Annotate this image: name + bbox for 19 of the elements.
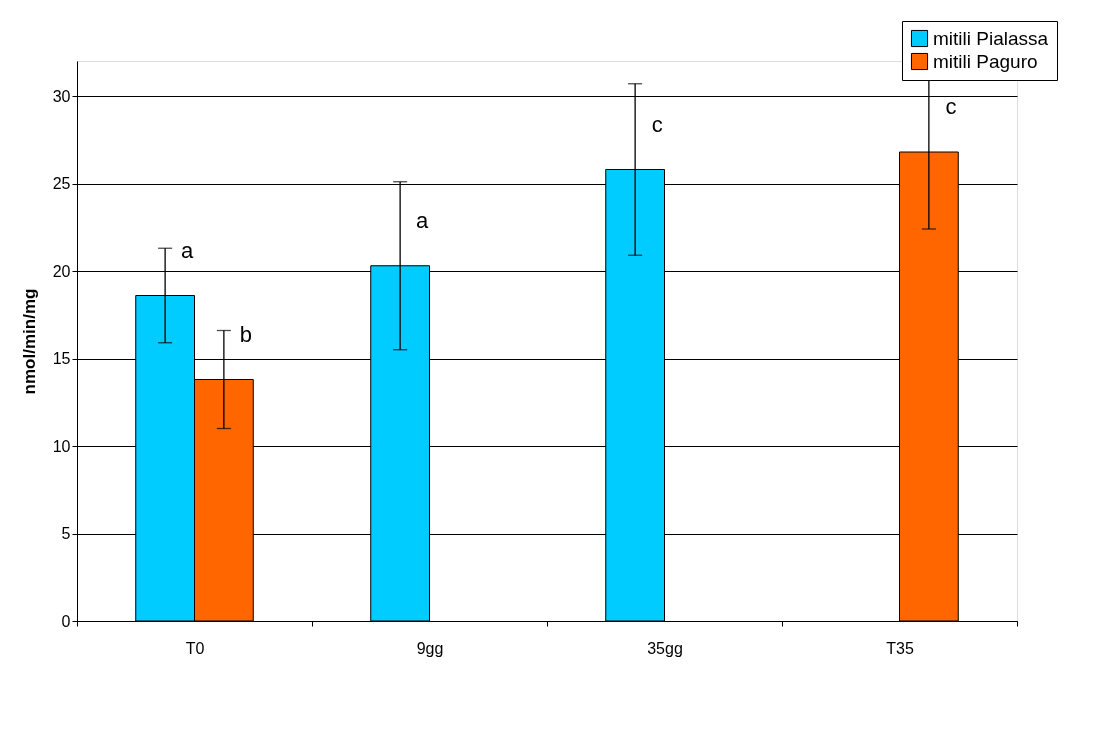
y-axis-title: nmol/min/mg: [19, 288, 39, 395]
legend-label: mitili Pialassa: [933, 27, 1049, 49]
x-tick-label: 9gg: [416, 639, 444, 657]
annotation: c: [945, 94, 957, 119]
x-tick-label: 35gg: [647, 639, 683, 657]
y-tick-label: 10: [52, 437, 71, 455]
y-tick-label: 20: [52, 262, 71, 280]
annotation: a: [416, 207, 429, 233]
y-tick-label: 25: [52, 175, 71, 192]
annotation: b: [239, 321, 252, 347]
y-tick-label: 0: [61, 612, 71, 630]
annotation: a: [181, 237, 194, 263]
y-tick-label: 15: [52, 350, 71, 367]
y-tick-label: 30: [52, 87, 71, 105]
x-tick-label: T35: [886, 639, 914, 657]
legend-label: mitili Paguro: [933, 50, 1038, 72]
annotation: c: [651, 111, 663, 137]
x-tick-label: T0: [185, 639, 205, 657]
y-tick-label: 5: [61, 525, 71, 542]
